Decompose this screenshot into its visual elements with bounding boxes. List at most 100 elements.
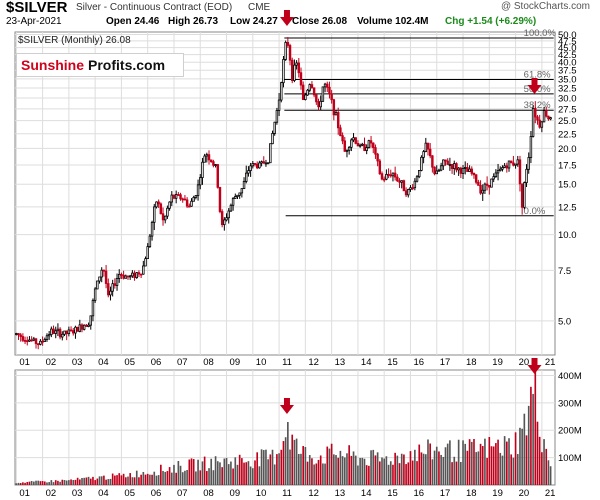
quote-high: High 26.73 [168,16,219,27]
price-x-tick-label: 09 [230,357,241,368]
candle-body [453,163,456,169]
candle-body [247,170,250,174]
volume-bar [304,447,307,485]
candle-body [104,270,108,284]
volume-bar [241,458,243,485]
candle-body [218,186,222,212]
volume-bar [216,461,219,485]
price-arrow-2020 [527,78,542,94]
candle-body [47,334,51,337]
candle-body [253,163,257,165]
volume-bar [295,438,298,485]
volume-bar [170,472,173,485]
volume-bar [411,460,414,485]
price-x-tick-label: 05 [124,357,135,368]
volume-bar [116,475,118,485]
candle-body [54,330,57,334]
candle-body [299,72,303,86]
volume-x-tick-label: 16 [413,488,424,499]
volume-bar [466,450,469,485]
volume-bar [192,459,195,485]
candle-body [418,170,421,178]
candle-body [135,272,138,278]
volume-bar [521,428,523,485]
volume-bar [525,435,528,485]
candle-body [450,164,454,169]
volume-arrow-2020 [527,358,542,374]
candle-body [380,173,384,180]
candle-body [277,99,281,111]
volume-bar [479,443,482,485]
candle-body [459,167,463,174]
volume-x-tick-label: 12 [308,488,319,499]
volume-bar [256,452,259,485]
volume-bar [486,457,488,485]
volume-bar [376,452,379,485]
candle-body [41,340,44,343]
volume-bar [19,483,22,485]
candle-body [367,140,371,148]
volume-bar [223,458,226,485]
candle-body [260,161,263,164]
volume-bar [333,454,335,485]
volume-bar [254,460,256,485]
symbol-title: $SILVER [6,0,68,16]
volume-bar [273,464,276,485]
volume-bar [111,473,114,485]
candle-body [435,170,438,175]
candle-body [28,339,31,342]
volume-bar [78,479,81,485]
volume-bar [85,477,88,485]
candle-body [549,117,552,120]
volume-bar [400,453,403,485]
candle-body [214,164,217,166]
candle-body [372,142,375,148]
candle-body [514,163,517,166]
volume-bar [208,468,210,485]
volume-bar [26,482,29,485]
price-x-tick-label: 13 [335,357,346,368]
volume-bar [422,453,425,485]
candle-body [50,328,53,335]
candle-body [19,334,22,337]
candle-body [271,133,274,145]
volume-bar [293,439,296,485]
candle-body [229,204,233,212]
volume-bars [15,370,552,485]
volume-bar [523,413,526,485]
stockcharts-watermark: @ StockCharts.com [500,1,590,12]
candle-body [369,140,373,144]
volume-bar [153,471,156,485]
price-tick-label: 25.0 [558,116,577,127]
candle-body [190,200,193,207]
candle-body [293,64,296,81]
candle-body [345,149,349,152]
candle-body [80,324,84,330]
volume-bar [464,443,467,485]
volume-bar [300,453,302,485]
candle-body [177,194,180,196]
price-x-tick-label: 12 [308,357,319,368]
volume-bar [462,440,464,485]
volume-bar [348,445,350,485]
price-x-tick-label: 01 [19,357,30,368]
volume-bar [221,467,223,485]
candle-body [245,172,248,182]
volume-bar [372,449,375,485]
volume-bar [322,463,324,485]
volume-bar [359,457,361,485]
volume-bar [278,453,280,485]
volume-bar [444,447,447,485]
candle-body [32,338,36,341]
volume-bar [133,477,136,485]
candle-body [295,62,298,66]
candle-body [330,93,333,101]
candle-body [420,156,423,171]
volume-bar [363,458,366,485]
volume-bar [63,480,66,485]
series-label: $SILVER (Monthly) 26.08 [18,35,131,46]
candle-body [109,290,112,296]
volume-bar [354,455,357,485]
volume-bar [157,475,160,485]
volume-bar [468,439,471,485]
